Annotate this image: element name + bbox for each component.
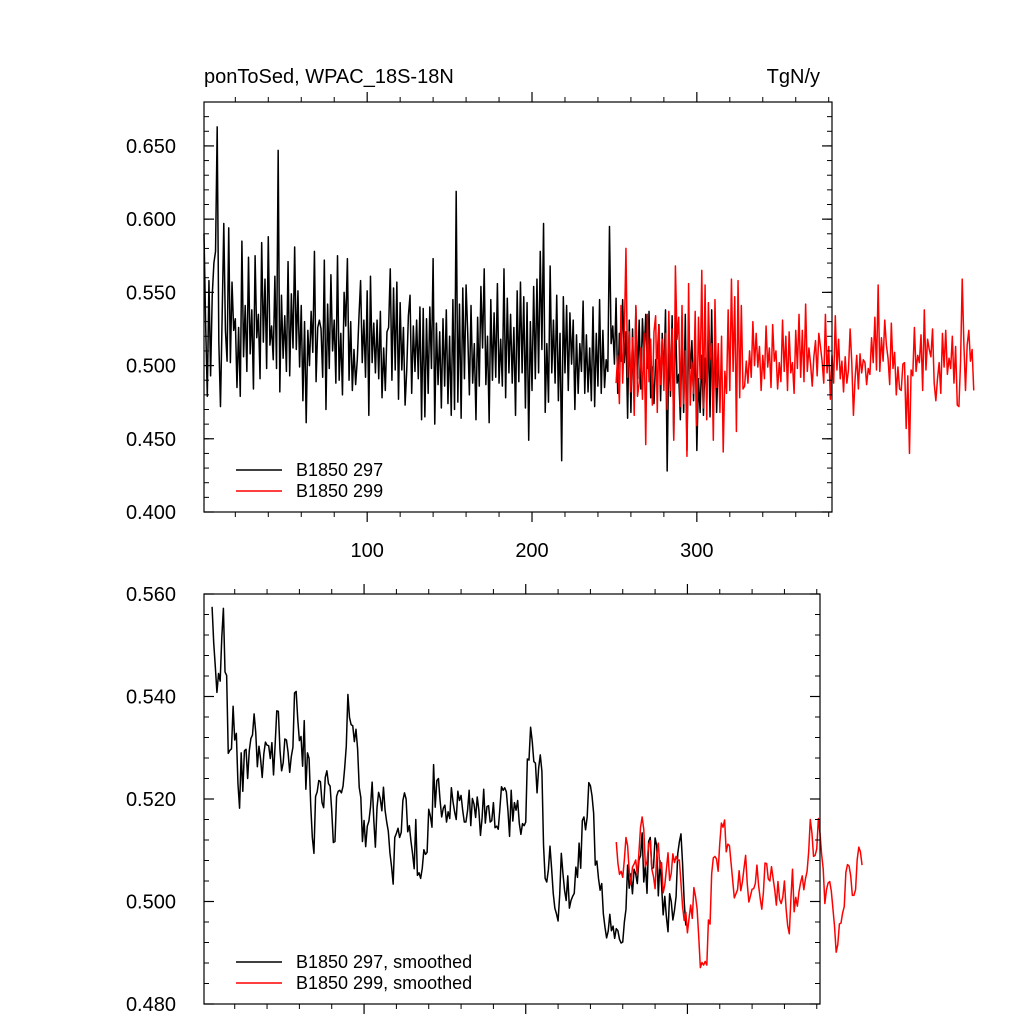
legend-label-b1850-299: B1850 299 (296, 481, 383, 501)
bottom-axis-ticks: 0.480 0.500 0.520 0.540 0.560 (126, 584, 820, 1016)
top-axis-ticks: 0.400 0.450 0.500 0.550 0.600 0.650 100 200 300 (126, 92, 832, 562)
legend-label-b1850-297: B1850 297 (296, 460, 383, 480)
top-x-tick-label: 300 (680, 540, 713, 562)
bottom-y-tick-label: 0.520 (126, 789, 176, 811)
bottom-series-line-0 (211, 606, 687, 944)
chart-title: ponToSed, WPAC_18S-18N (204, 66, 454, 88)
bottom-y-tick-label: 0.480 (126, 994, 176, 1016)
top-series-line-1 (615, 247, 975, 458)
top-panel: ponToSed, WPAC_18S-18N TgN/y 0.4000.4500… (126, 66, 975, 562)
bottom-series-group (211, 606, 863, 969)
top-x-tick-label: 100 (350, 540, 383, 562)
top-legend: B1850 297 B1850 299 (236, 460, 383, 501)
bottom-panel: 0.480 0.500 0.520 0.540 0.560 B1850 297, smo… (126, 584, 863, 1016)
top-y-tick-label: 0.400 (126, 502, 176, 524)
bottom-series-line-1 (615, 816, 863, 969)
top-series-group (203, 126, 975, 472)
bottom-y-tick-label: 0.500 (126, 892, 176, 914)
top-series-line-0 (203, 126, 720, 472)
top-x-tick-label: 200 (515, 540, 548, 562)
units-label: TgN/y (767, 66, 820, 88)
bottom-y-tick-label: 0.540 (126, 687, 176, 709)
top-y-tick-label: 0.500 (126, 356, 176, 378)
top-y-tick-label: 0.650 (126, 136, 176, 158)
bottom-y-tick-label: 0.560 (126, 584, 176, 606)
legend-label-b1850-297-smoothed: B1850 297, smoothed (296, 952, 472, 972)
top-y-tick-label: 0.450 (126, 429, 176, 451)
legend-label-b1850-299-smoothed: B1850 299, smoothed (296, 973, 472, 993)
top-y-tick-label: 0.600 (126, 209, 176, 231)
top-y-tick-label: 0.550 (126, 282, 176, 304)
bottom-legend: B1850 297, smoothed B1850 299, smoothed (236, 952, 472, 993)
